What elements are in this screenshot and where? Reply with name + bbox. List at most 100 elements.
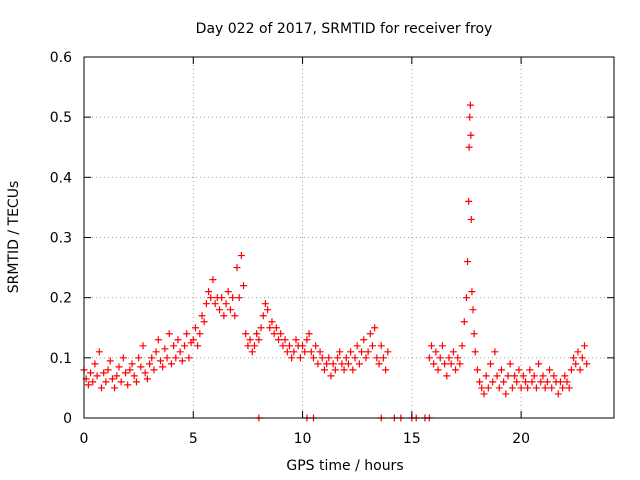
data-point <box>456 360 464 368</box>
data-point <box>480 390 488 398</box>
data-point <box>174 336 182 344</box>
data-point <box>441 360 449 368</box>
data-point <box>281 336 289 344</box>
data-point <box>550 372 558 380</box>
data-point <box>163 354 171 362</box>
data-point <box>382 366 390 374</box>
data-point <box>222 300 230 308</box>
data-point <box>452 366 460 374</box>
data-point <box>504 372 512 380</box>
data-point <box>508 384 516 392</box>
data-point <box>95 348 103 356</box>
data-point <box>338 360 346 368</box>
data-point <box>146 360 154 368</box>
data-point <box>218 294 226 302</box>
data-point <box>135 354 143 362</box>
data-point <box>454 354 462 362</box>
data-point <box>377 342 385 350</box>
data-point <box>240 282 248 290</box>
data-point <box>268 318 276 326</box>
data-point <box>340 366 348 374</box>
data-point <box>491 348 499 356</box>
data-point <box>434 366 442 374</box>
data-point <box>143 375 151 383</box>
x-tick-label: 0 <box>80 431 89 447</box>
data-point <box>150 366 158 374</box>
data-point <box>216 306 224 314</box>
data-point <box>312 342 320 350</box>
data-point <box>205 288 213 296</box>
data-point <box>185 354 193 362</box>
data-point <box>259 312 267 320</box>
data-point <box>270 330 278 338</box>
data-point <box>364 348 372 356</box>
data-point <box>329 360 337 368</box>
data-point <box>93 372 101 380</box>
data-point <box>351 354 359 362</box>
data-point <box>358 348 366 356</box>
data-point <box>108 375 116 383</box>
data-point <box>513 378 521 386</box>
data-point <box>471 348 479 356</box>
data-point <box>290 348 298 356</box>
data-point <box>198 312 206 320</box>
data-point <box>521 378 529 386</box>
data-point <box>375 360 383 368</box>
data-point <box>546 366 554 374</box>
data-point <box>342 354 350 362</box>
data-point <box>467 215 475 223</box>
data-point <box>487 360 495 368</box>
data-point <box>176 348 184 356</box>
data-point <box>443 372 451 380</box>
data-point <box>530 372 538 380</box>
data-point <box>371 324 379 332</box>
data-point <box>122 369 130 377</box>
data-point <box>277 330 285 338</box>
data-point <box>466 113 474 121</box>
data-point <box>113 372 121 380</box>
data-point <box>314 360 322 368</box>
data-point <box>87 369 95 377</box>
data-point <box>309 354 317 362</box>
data-point <box>360 336 368 344</box>
data-point <box>323 360 331 368</box>
data-point <box>511 372 519 380</box>
data-point <box>524 384 532 392</box>
data-point <box>515 366 523 374</box>
x-tick-label: 15 <box>403 431 421 447</box>
data-point <box>242 330 250 338</box>
data-point <box>432 348 440 356</box>
data-point <box>502 390 510 398</box>
data-point <box>430 360 438 368</box>
data-point <box>447 360 455 368</box>
data-point <box>307 348 315 356</box>
data-point <box>246 336 254 344</box>
data-point <box>478 384 486 392</box>
data-point <box>532 384 540 392</box>
data-point <box>224 288 232 296</box>
data-point <box>264 306 272 314</box>
data-point <box>373 354 381 362</box>
data-point <box>130 372 138 380</box>
data-point <box>484 384 492 392</box>
data-point <box>567 366 575 374</box>
data-point <box>154 336 162 344</box>
data-point <box>132 378 140 386</box>
data-point <box>261 300 269 308</box>
x-tick-label: 5 <box>189 431 198 447</box>
data-point <box>468 288 476 296</box>
data-point <box>470 330 478 338</box>
data-point <box>159 363 167 371</box>
data-point <box>465 143 473 151</box>
data-point <box>115 363 123 371</box>
data-point <box>285 342 293 350</box>
data-point <box>355 360 363 368</box>
data-point <box>541 384 549 392</box>
data-point <box>458 342 466 350</box>
data-point <box>482 372 490 380</box>
data-point <box>194 342 202 350</box>
data-point <box>469 306 477 314</box>
data-point <box>275 336 283 344</box>
y-tick-label: 0.4 <box>50 170 72 186</box>
data-point <box>257 324 265 332</box>
